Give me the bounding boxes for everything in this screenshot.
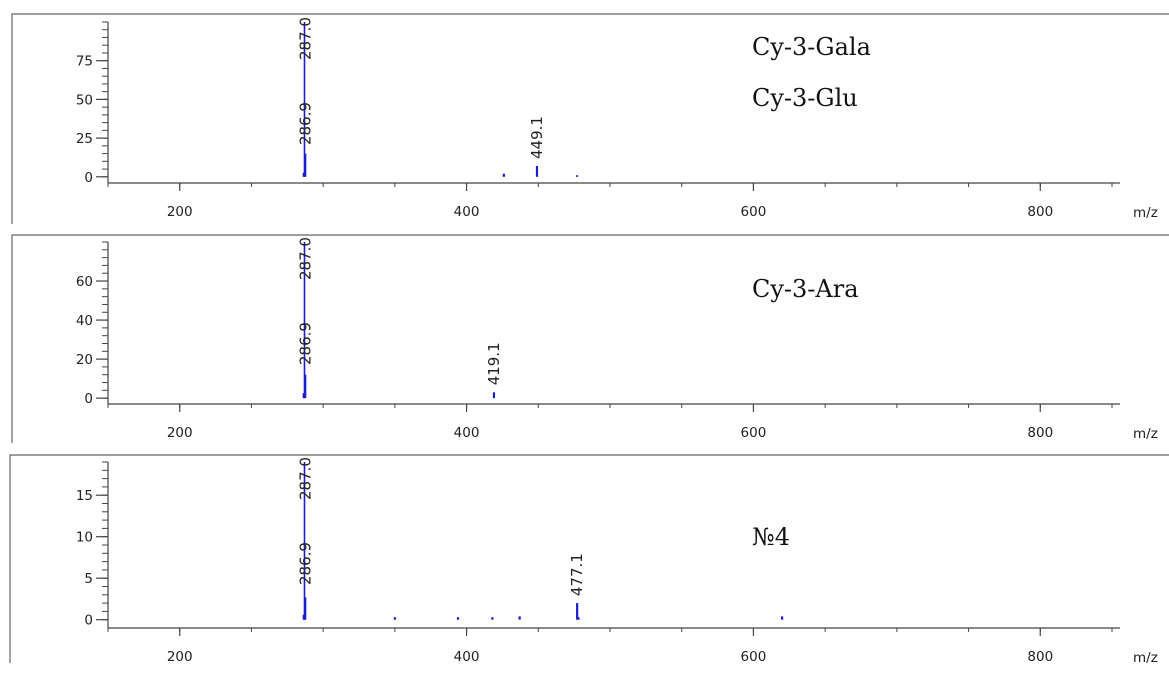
panel-frame (11, 13, 1169, 224)
y-tick-label: 0 (84, 613, 93, 629)
peak-label: 286.9 (296, 542, 314, 585)
x-tick-label: 800 (1027, 649, 1053, 665)
x-tick-label: 800 (1027, 425, 1053, 441)
y-tick-label: 50 (76, 92, 93, 108)
peak-label: 286.9 (296, 102, 314, 145)
spectrum-panel-3: 0 5 10 15 200 400 600 800 m/z 286.9 287.0 477.1 №4 (9, 454, 1169, 666)
y-tick-label: 15 (76, 488, 93, 504)
compound-annotation: №4 (752, 523, 790, 551)
peak-label: 449.1 (528, 116, 546, 159)
x-tick-label: 600 (741, 204, 767, 220)
x-tick-label: 400 (454, 649, 480, 665)
y-tick-label: 75 (76, 54, 93, 70)
compound-annotation: Cy-3-Ara (752, 275, 859, 303)
y-tick-label: 0 (84, 391, 93, 407)
y-tick-label: 60 (76, 274, 93, 290)
x-tick-label: 800 (1027, 204, 1053, 220)
x-tick-label: 400 (454, 425, 480, 441)
y-tick-label: 20 (76, 352, 93, 368)
x-axis-label: m/z (1133, 426, 1158, 442)
x-axis-label: m/z (1133, 650, 1158, 666)
peak-label: 287.0 (296, 17, 314, 60)
y-tick-label: 25 (76, 131, 93, 147)
compound-annotation: Cy-3-Glu (752, 84, 858, 112)
x-tick-label: 400 (454, 204, 480, 220)
peak-label: 287.0 (296, 457, 314, 500)
panel-frame (9, 454, 1169, 663)
x-tick-label: 200 (167, 204, 193, 220)
compound-annotation: Cy-3-Gala (752, 33, 871, 61)
x-tick-label: 600 (741, 649, 767, 665)
x-axis-label: m/z (1133, 205, 1158, 221)
x-tick-label: 600 (741, 425, 767, 441)
x-tick-label: 200 (167, 425, 193, 441)
peak-label: 419.1 (485, 342, 503, 385)
peak-label: 477.1 (568, 553, 586, 596)
spectrum-panel-2: 0 20 40 60 200 400 600 800 m/z 286.9 287.0 419.1 Cy-… (11, 234, 1169, 443)
peak-label: 286.9 (296, 322, 314, 365)
panel-frame (11, 234, 1169, 443)
y-tick-label: 10 (76, 530, 93, 546)
x-tick-label: 200 (167, 649, 193, 665)
y-tick-label: 0 (84, 170, 93, 186)
peak-label: 287.0 (296, 237, 314, 280)
y-tick-label: 5 (84, 571, 93, 587)
spectrum-panel-1: 0 25 50 75 200 400 600 800 m/z 286.9 287.0 449.1 Cy-… (11, 13, 1169, 224)
y-tick-label: 40 (76, 313, 93, 329)
